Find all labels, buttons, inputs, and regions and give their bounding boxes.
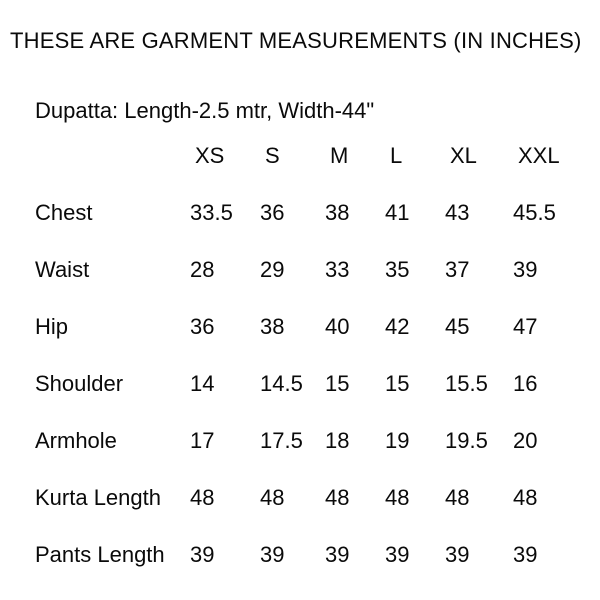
table-row-kurta-length: Kurta Length 48 48 48 48 48 48 <box>35 469 595 526</box>
measurement-cell: 45.5 <box>513 199 556 225</box>
row-label: Waist <box>35 256 90 282</box>
size-col-header-xl: XL <box>450 142 477 168</box>
measurement-cell: 36 <box>260 199 285 225</box>
row-label: Chest <box>35 199 93 225</box>
measurement-cell: 48 <box>385 484 410 510</box>
measurement-cell: 33 <box>325 256 350 282</box>
measurement-cell: 48 <box>190 484 215 510</box>
measurement-cell: 39 <box>260 541 285 567</box>
size-col-header-m: M <box>330 142 349 168</box>
table-row-shoulder: Shoulder 14 14.5 15 15 15.5 16 <box>35 355 595 412</box>
measurement-cell: 39 <box>445 541 470 567</box>
measurement-cell: 42 <box>385 313 410 339</box>
measurement-cell: 39 <box>385 541 410 567</box>
table-row-waist: Waist 28 29 33 35 37 39 <box>35 241 595 298</box>
size-col-header-xs: XS <box>195 142 225 168</box>
measurement-cell: 48 <box>325 484 350 510</box>
measurement-cell: 14.5 <box>260 370 303 396</box>
size-col-header-l: L <box>390 142 403 168</box>
measurement-cell: 35 <box>385 256 410 282</box>
measurement-cell: 39 <box>513 541 538 567</box>
measurement-cell: 48 <box>260 484 285 510</box>
measurement-cell: 20 <box>513 427 538 453</box>
measurement-cell: 19.5 <box>445 427 488 453</box>
measurement-cell: 48 <box>513 484 538 510</box>
measurement-cell: 36 <box>190 313 215 339</box>
measurement-cell: 19 <box>385 427 410 453</box>
table-row-armhole: Armhole 17 17.5 18 19 19.5 20 <box>35 412 595 469</box>
row-label: Shoulder <box>35 370 124 396</box>
measurement-cell: 17 <box>190 427 215 453</box>
measurement-cell: 47 <box>513 313 538 339</box>
measurement-cell: 28 <box>190 256 215 282</box>
measurement-cell: 40 <box>325 313 350 339</box>
measurement-cell: 43 <box>445 199 470 225</box>
measurement-cell: 41 <box>385 199 410 225</box>
measurement-cell: 37 <box>445 256 470 282</box>
size-header-row: XS S M L XL XXL <box>35 127 595 184</box>
label-column-spacer <box>35 127 190 184</box>
row-label: Pants Length <box>35 541 165 567</box>
measurement-cell: 38 <box>325 199 350 225</box>
measurement-cell: 15 <box>325 370 350 396</box>
dupatta-note: Dupatta: Length-2.5 mtr, Width-44" <box>35 98 375 123</box>
measurement-cell: 45 <box>445 313 470 339</box>
measurement-cell: 15.5 <box>445 370 488 396</box>
page-title: THESE ARE GARMENT MEASUREMENTS (IN INCHE… <box>10 28 582 53</box>
measurement-cell: 48 <box>445 484 470 510</box>
table-row-chest: Chest 33.5 36 38 41 43 45.5 <box>35 184 595 241</box>
table-row-pants-length: Pants Length 39 39 39 39 39 39 <box>35 526 595 583</box>
measurement-table: XS S M L XL XXL Chest 33.5 36 38 41 43 4… <box>35 127 595 583</box>
measurement-cell: 15 <box>385 370 410 396</box>
row-label: Hip <box>35 313 69 339</box>
measurement-cell: 39 <box>513 256 538 282</box>
measurement-cell: 39 <box>190 541 215 567</box>
table-row-hip: Hip 36 38 40 42 45 47 <box>35 298 595 355</box>
row-label: Armhole <box>35 427 117 453</box>
measurement-cell: 14 <box>190 370 215 396</box>
size-col-header-xxl: XXL <box>518 142 560 168</box>
measurement-cell: 17.5 <box>260 427 303 453</box>
measurement-cell: 16 <box>513 370 538 396</box>
measurement-cell: 38 <box>260 313 285 339</box>
measurement-cell: 39 <box>325 541 350 567</box>
row-label: Kurta Length <box>35 484 161 510</box>
measurement-cell: 18 <box>325 427 350 453</box>
size-col-header-s: S <box>265 142 280 168</box>
measurement-cell: 29 <box>260 256 285 282</box>
measurement-cell: 33.5 <box>190 199 233 225</box>
